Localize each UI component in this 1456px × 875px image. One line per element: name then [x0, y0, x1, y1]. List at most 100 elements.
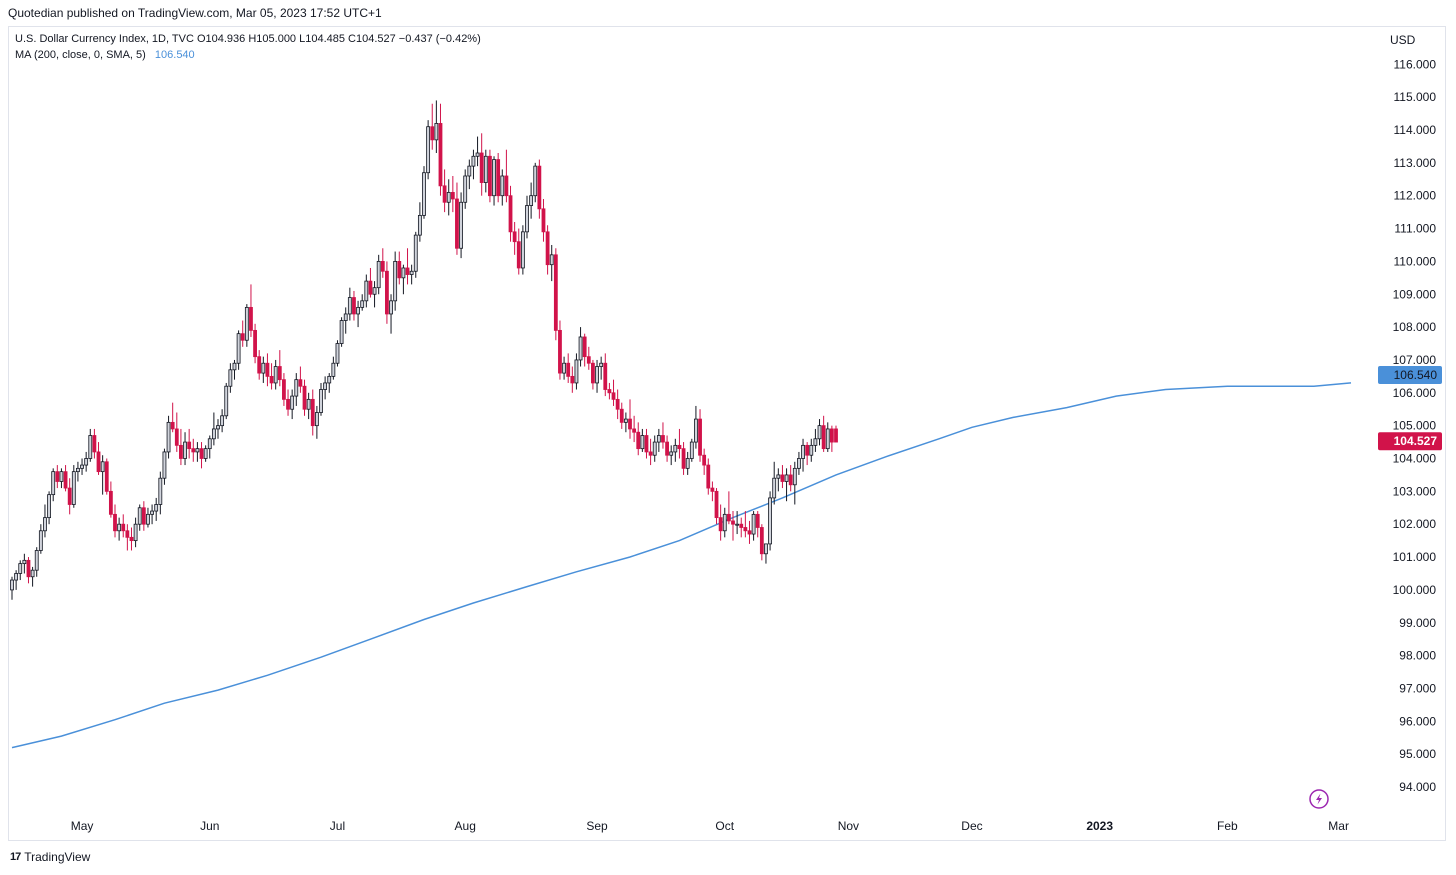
- price-tag-label: 106.540: [1394, 368, 1438, 382]
- candle-body: [776, 474, 781, 479]
- candle-body: [146, 513, 150, 525]
- candle-body: [656, 435, 661, 443]
- candle: [525, 195, 529, 239]
- candle: [154, 497, 159, 521]
- candle: [216, 419, 220, 439]
- candle: [38, 524, 43, 554]
- candle: [780, 465, 785, 489]
- candle-body: [356, 306, 360, 315]
- candle: [150, 504, 154, 525]
- y-tick-label: 113.000: [1394, 156, 1437, 170]
- candle: [792, 461, 797, 505]
- candle: [380, 248, 385, 278]
- candle: [718, 504, 723, 541]
- candle: [393, 251, 398, 311]
- lightning-bolt-icon[interactable]: [1309, 789, 1329, 809]
- candle: [286, 389, 290, 416]
- candle-body: [615, 398, 620, 410]
- candle: [714, 488, 719, 525]
- candle-body: [121, 523, 126, 532]
- candle-body: [18, 563, 23, 574]
- candle-body: [195, 448, 200, 453]
- candle-body: [63, 471, 68, 489]
- candle-body: [479, 152, 484, 183]
- candle: [570, 366, 575, 393]
- candle: [162, 448, 167, 485]
- candle-body: [405, 267, 410, 275]
- candle: [327, 373, 332, 393]
- candle-body: [591, 362, 595, 384]
- candle: [805, 442, 810, 466]
- candle-body: [549, 254, 554, 266]
- candle: [529, 182, 534, 219]
- candle: [191, 438, 196, 462]
- candle: [331, 356, 336, 380]
- candle: [141, 501, 146, 531]
- candle: [294, 373, 299, 406]
- price-tag: 106.540: [1378, 366, 1442, 385]
- candle: [492, 156, 496, 206]
- candle-body: [368, 280, 373, 295]
- candle-body: [467, 165, 472, 177]
- candle: [67, 478, 72, 515]
- candle: [80, 458, 84, 475]
- candle-body: [232, 362, 237, 371]
- candle-body: [516, 241, 521, 269]
- candle-body: [829, 428, 834, 443]
- candle-body: [88, 435, 93, 459]
- candle-body: [162, 451, 167, 479]
- candle-body: [504, 175, 509, 197]
- candle: [566, 353, 571, 383]
- candle-body: [216, 425, 220, 430]
- candle: [125, 524, 130, 551]
- candle-body: [603, 362, 608, 390]
- currency-label[interactable]: USD: [1390, 33, 1416, 47]
- symbol-legend[interactable]: U.S. Dollar Currency Index, 1D, TVC O104…: [15, 33, 481, 45]
- candle-body: [640, 435, 645, 450]
- candle: [817, 419, 822, 446]
- candle-body: [166, 421, 171, 453]
- x-tick-label: Dec: [961, 819, 982, 833]
- ma-legend[interactable]: MA (200, close, 0, SMA, 5) 106.540: [15, 49, 195, 61]
- candle-body: [150, 510, 154, 515]
- candle-body: [731, 520, 735, 525]
- candle: [628, 399, 632, 439]
- candle: [669, 445, 674, 466]
- candle-body: [562, 362, 566, 374]
- candle-body: [809, 444, 814, 456]
- candle-body: [661, 435, 665, 443]
- candle: [84, 451, 89, 472]
- candle: [599, 356, 604, 380]
- candle-body: [825, 428, 830, 450]
- candle-body: [10, 579, 14, 591]
- candle-body: [257, 356, 262, 374]
- candle: [801, 438, 805, 472]
- candle-body: [471, 155, 476, 167]
- candle: [121, 514, 126, 538]
- candle-body: [805, 444, 810, 456]
- candle-body: [619, 408, 624, 423]
- candle-body: [450, 192, 455, 200]
- candle: [829, 425, 834, 452]
- candle: [203, 445, 208, 462]
- candle-body: [673, 444, 678, 453]
- candle: [764, 543, 768, 564]
- candle: [187, 428, 192, 459]
- candle-body: [323, 382, 328, 390]
- candle-body: [55, 471, 60, 482]
- x-tick-label: Aug: [455, 819, 476, 833]
- candle-body: [14, 573, 19, 581]
- candle-body: [541, 208, 546, 233]
- tradingview-footer[interactable]: 17 TradingView: [10, 850, 90, 864]
- candle-body: [525, 205, 529, 233]
- candle-body: [104, 461, 109, 492]
- candle: [619, 402, 624, 429]
- candle: [100, 455, 105, 495]
- x-tick-label: Oct: [715, 819, 734, 833]
- y-tick-label: 106.000: [1393, 386, 1437, 400]
- candle-body: [47, 494, 51, 519]
- candle-body: [125, 530, 130, 538]
- candle: [244, 304, 249, 347]
- candle-body: [520, 231, 525, 269]
